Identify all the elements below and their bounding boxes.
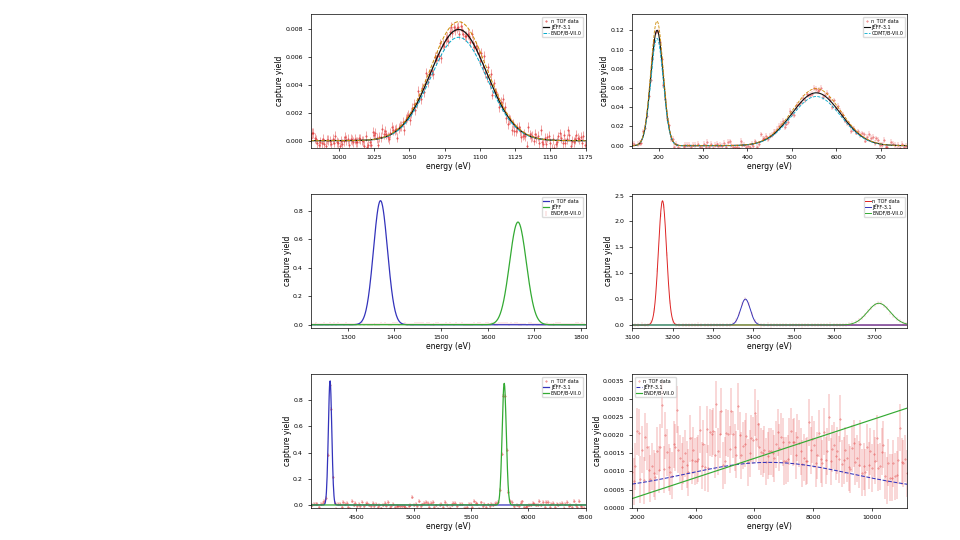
Y-axis label: capture yield: capture yield <box>282 236 292 286</box>
X-axis label: energy (eV): energy (eV) <box>747 342 792 350</box>
Legend: n_TOF data, JEFF-3.1, ENDF/B-VII.0: n_TOF data, JEFF-3.1, ENDF/B-VII.0 <box>635 377 676 397</box>
Text: 73 resonances in the RRR,
including 61 new resonances,
described for the first t: 73 resonances in the RRR, including 61 n… <box>13 406 212 452</box>
X-axis label: energy (eV): energy (eV) <box>425 342 470 350</box>
Text: 122 resonances were found
and parameterized: 122 resonances were found and parameteri… <box>13 306 204 336</box>
X-axis label: energy (eV): energy (eV) <box>747 161 792 171</box>
Y-axis label: capture yield: capture yield <box>604 236 613 286</box>
Legend: n_TOF data, JEFF-3.1, ENDF/B-VII.0: n_TOF data, JEFF-3.1, ENDF/B-VII.0 <box>542 17 583 37</box>
X-axis label: energy (eV): energy (eV) <box>747 522 792 531</box>
Text: 20 exist in the data bases: 20 exist in the data bases <box>13 374 191 387</box>
Y-axis label: capture yield: capture yield <box>282 416 292 466</box>
Y-axis label: capture yield: capture yield <box>592 416 602 466</box>
Y-axis label: capture yield: capture yield <box>275 56 284 106</box>
Y-axis label: capture yield: capture yield <box>600 56 610 106</box>
X-axis label: energy (eV): energy (eV) <box>425 161 470 171</box>
Text: Resonance
analysis:
n_TOF vs
Evaluations: Resonance analysis: n_TOF vs Evaluations <box>22 57 204 186</box>
Legend: n_TOF data, JEFF, ENDF/B-VII.0: n_TOF data, JEFF, ENDF/B-VII.0 <box>542 197 583 218</box>
Legend: n_TOF data, JEFF-3.1, COMT/B-VII.0: n_TOF data, JEFF-3.1, COMT/B-VII.0 <box>863 17 904 37</box>
Legend: n_TOF data, JEFF-3.1, ENDF/B-VII.0: n_TOF data, JEFF-3.1, ENDF/B-VII.0 <box>864 197 904 218</box>
X-axis label: energy (eV): energy (eV) <box>425 522 470 531</box>
Legend: n_TOF data, JEFF-3.1, ENDF/B-VII.0: n_TOF data, JEFF-3.1, ENDF/B-VII.0 <box>542 377 583 397</box>
